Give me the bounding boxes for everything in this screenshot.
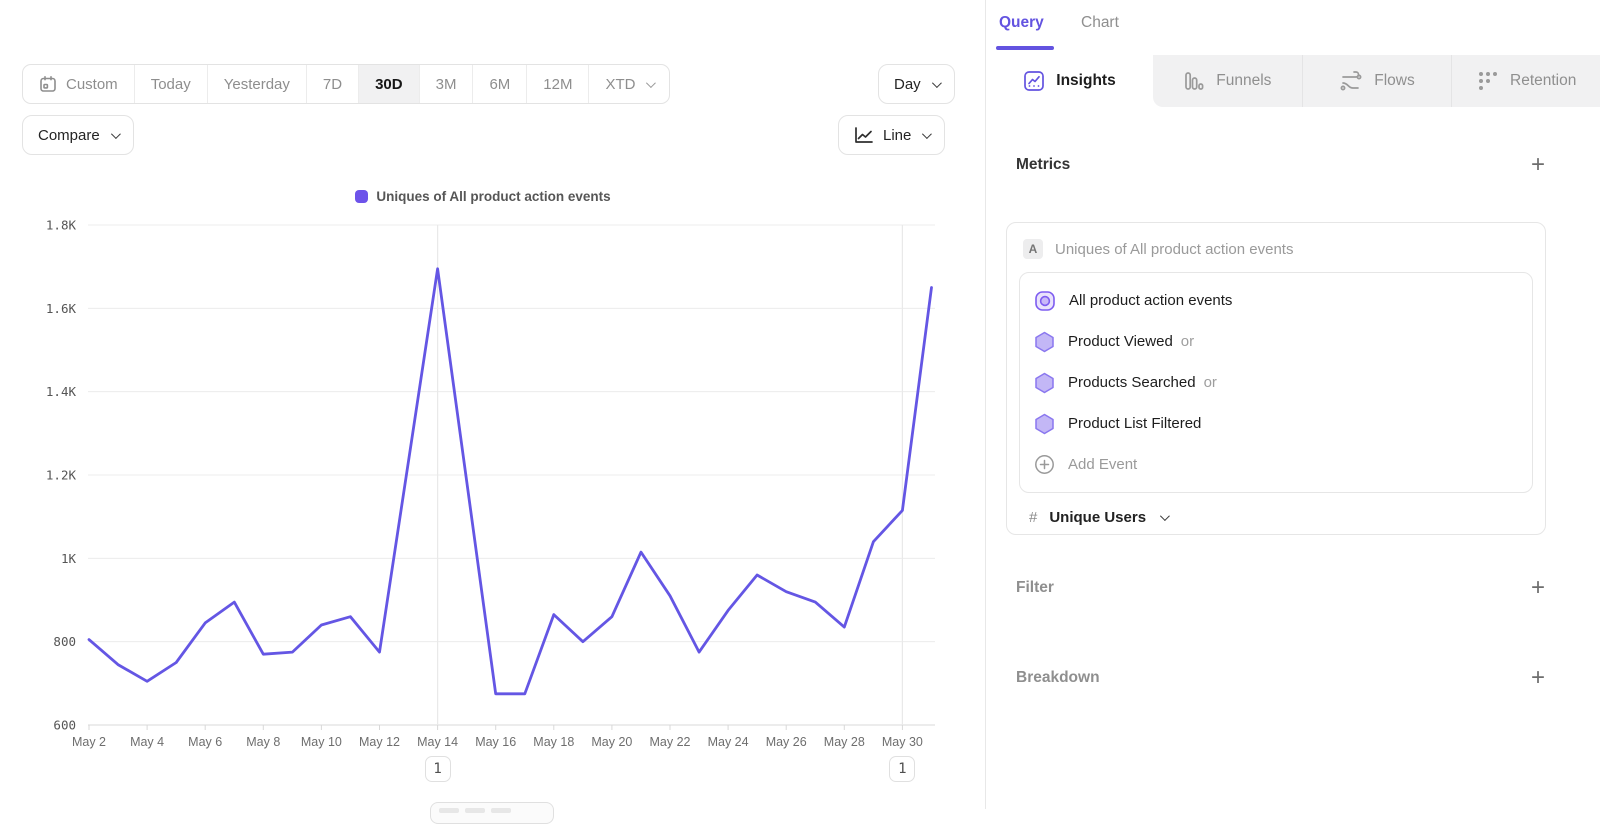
y-axis-tick-label: 1.8K	[46, 218, 77, 233]
retention-icon	[1477, 70, 1499, 92]
x-axis-tick-label: May 22	[650, 735, 691, 749]
hash-icon: #	[1029, 508, 1038, 526]
breakdown-title: Breakdown	[1016, 669, 1100, 686]
range-3m[interactable]: 3M	[418, 65, 473, 103]
chart-pane: Custom Today Yesterday 7D 30D 3M 6M 12M …	[0, 64, 985, 824]
metric-group-title: Uniques of All product action events	[1055, 240, 1294, 258]
range-6m[interactable]: 6M	[472, 65, 526, 103]
x-axis-tick-label: May 16	[475, 735, 516, 749]
date-range-group: Custom Today Yesterday 7D 30D 3M 6M 12M …	[22, 64, 671, 104]
event-hexagon-icon	[1034, 331, 1055, 353]
or-connector: or	[1180, 333, 1195, 350]
x-axis-tick-label: May 12	[359, 735, 400, 749]
x-axis-tick-label: May 8	[246, 735, 280, 749]
funnels-icon	[1183, 70, 1205, 92]
or-connector: or	[1203, 374, 1217, 391]
metric-letter-badge: A	[1023, 239, 1043, 259]
tab-insights[interactable]: Insights	[986, 55, 1153, 107]
tab-funnels[interactable]: Funnels	[1153, 55, 1302, 107]
range-custom[interactable]: Custom	[23, 65, 134, 103]
custom-event-icon	[1034, 290, 1056, 312]
event-row-product-viewed[interactable]: Product Viewed or	[1020, 321, 1532, 362]
inactive-tabs-strip: Funnels Flows	[1153, 55, 1600, 107]
event-hexagon-icon	[1034, 372, 1055, 394]
x-axis-tick-label: May 26	[766, 735, 807, 749]
range-label: Custom	[66, 75, 118, 93]
event-hexagon-icon	[1034, 413, 1055, 435]
annotation-marker[interactable]: 1	[889, 756, 916, 782]
y-axis-tick-label: 1K	[61, 551, 77, 566]
tab-flows[interactable]: Flows	[1301, 55, 1452, 107]
line-chart-icon	[854, 126, 874, 144]
legend-label: Uniques of All product action events	[376, 189, 611, 204]
tab-query[interactable]: Query	[999, 14, 1044, 31]
x-axis-tick-label: May 4	[130, 735, 164, 749]
insights-icon	[1023, 70, 1045, 92]
tab-chart[interactable]: Chart	[1081, 14, 1119, 31]
y-axis-tick-label: 600	[53, 718, 76, 733]
y-axis-tick-label: 800	[53, 634, 76, 649]
panel-tab-bar: Query Chart	[986, 0, 1600, 55]
metrics-section-header: Metrics +	[1016, 151, 1545, 178]
range-today[interactable]: Today	[133, 65, 207, 103]
tab-retention[interactable]: Retention	[1451, 55, 1600, 107]
x-axis-tick-label: May 18	[533, 735, 574, 749]
range-12m[interactable]: 12M	[526, 65, 588, 103]
metric-group-card: A Uniques of All product action events A…	[1006, 222, 1546, 535]
y-axis-tick-label: 1.6K	[46, 301, 77, 316]
measure-selector[interactable]: # Unique Users	[1019, 493, 1533, 539]
range-xtd[interactable]: XTD	[588, 65, 669, 103]
x-axis-tick-label: May 30	[882, 735, 923, 749]
add-breakdown-button[interactable]: +	[1530, 664, 1545, 691]
filter-section-header: Filter +	[1016, 574, 1545, 601]
chart-type-dropdown[interactable]: Line	[838, 115, 946, 155]
query-panel: Query Chart Insights	[985, 0, 1600, 809]
filter-title: Filter	[1016, 579, 1054, 596]
chart-legend: Uniques of All product action events	[88, 189, 878, 204]
x-axis-tick-label: May 24	[708, 735, 749, 749]
metrics-title: Metrics	[1016, 156, 1071, 173]
chevron-down-icon	[931, 77, 942, 88]
granularity-value: Day	[894, 75, 921, 93]
chart-type-value: Line	[883, 126, 912, 144]
granularity-dropdown[interactable]: Day	[878, 64, 955, 104]
chevron-down-icon	[646, 77, 657, 88]
flows-icon	[1339, 70, 1363, 92]
range-7d[interactable]: 7D	[305, 65, 358, 103]
line-chart: Uniques of All product action events 600…	[0, 185, 985, 824]
x-axis-tick-label: May 2	[72, 735, 106, 749]
compare-label: Compare	[38, 126, 100, 144]
chart-plot[interactable]: 600 800 1K 1.2K 1.4K 1.6K 1.8K May 2 May 4 May 6 M…	[0, 185, 985, 809]
annotation-popover-cutoff[interactable]	[430, 802, 554, 824]
x-axis-tick-label: May 20	[591, 735, 632, 749]
y-axis-tick-label: 1.4K	[46, 384, 77, 399]
event-row-all-product-actions[interactable]: All product action events	[1020, 280, 1532, 321]
chevron-down-icon	[922, 128, 933, 139]
report-type-tabs: Insights Funnels	[986, 55, 1600, 107]
x-axis-tick-label: May 14	[417, 735, 458, 749]
compare-dropdown[interactable]: Compare	[22, 115, 134, 155]
calendar-icon	[39, 75, 57, 93]
legend-swatch	[355, 190, 369, 203]
add-event-button[interactable]: Add Event	[1020, 444, 1532, 485]
range-30d[interactable]: 30D	[358, 65, 419, 103]
x-axis-tick-label: May 6	[188, 735, 222, 749]
add-filter-button[interactable]: +	[1530, 574, 1545, 601]
y-axis-tick-label: 1.2K	[46, 468, 77, 483]
event-list-card: All product action events Product Viewed…	[1019, 272, 1533, 493]
x-axis-tick-label: May 10	[301, 735, 342, 749]
event-row-products-searched[interactable]: Products Searched or	[1020, 362, 1532, 403]
event-row-product-list-filtered[interactable]: Product List Filtered	[1020, 403, 1532, 444]
range-yesterday[interactable]: Yesterday	[206, 65, 306, 103]
x-axis-tick-label: May 28	[824, 735, 865, 749]
metric-group-header[interactable]: A Uniques of All product action events	[1019, 239, 1533, 259]
chevron-down-icon	[110, 128, 121, 139]
chevron-down-icon	[1160, 510, 1170, 521]
annotation-marker[interactable]: 1	[424, 756, 451, 782]
add-metric-button[interactable]: +	[1530, 151, 1545, 178]
plus-circle-icon	[1034, 454, 1055, 475]
breakdown-section-header: Breakdown +	[1016, 664, 1545, 691]
active-tab-underline	[996, 46, 1054, 50]
